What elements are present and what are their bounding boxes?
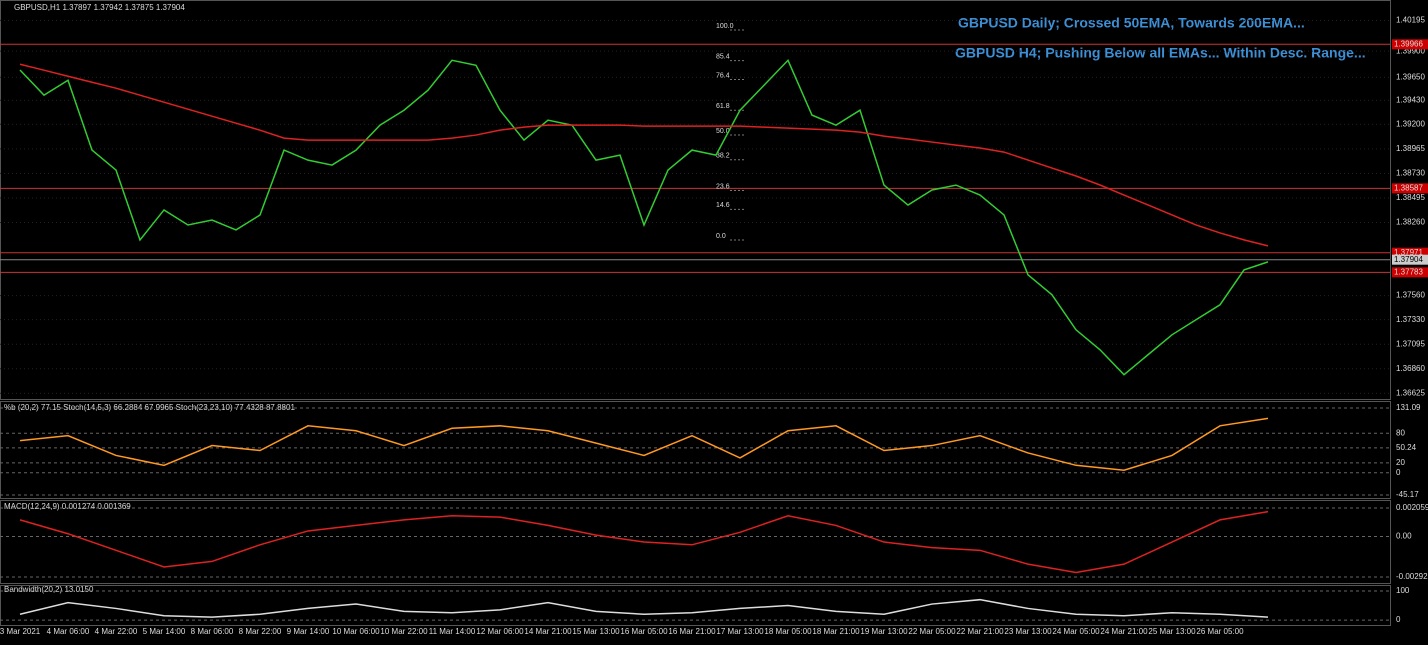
x-tick-label: 24 Mar 05:00 bbox=[1052, 627, 1100, 636]
y-tick-label: 1.37330 bbox=[1396, 315, 1425, 324]
x-tick-label: 15 Mar 13:00 bbox=[572, 627, 620, 636]
last-price-tag bbox=[1392, 254, 1428, 265]
stoch-panel bbox=[0, 401, 1391, 499]
x-tick-label: 4 Mar 06:00 bbox=[47, 627, 90, 636]
last-price-label: 1.37904 bbox=[1394, 255, 1423, 264]
x-tick-label: 26 Mar 05:00 bbox=[1196, 627, 1244, 636]
y-tick-label: 20 bbox=[1396, 458, 1405, 467]
level-label: 1.38587 bbox=[1394, 183, 1423, 192]
x-tick-label: 9 Mar 14:00 bbox=[287, 627, 330, 636]
x-tick-label: 3 Mar 2021 bbox=[0, 627, 41, 636]
y-tick-label: 1.39200 bbox=[1396, 119, 1425, 128]
y-tick-label: 1.38730 bbox=[1396, 169, 1425, 178]
macd-panel bbox=[0, 500, 1391, 584]
y-tick-label: 1.38965 bbox=[1396, 144, 1425, 153]
y-tick-label: 0.002059 bbox=[1396, 503, 1428, 512]
fib-label: 50.0 bbox=[716, 128, 730, 135]
y-tick-label: -45.17 bbox=[1396, 490, 1419, 499]
series-line bbox=[19, 417, 1269, 471]
y-tick-label: 1.36860 bbox=[1396, 364, 1425, 373]
x-tick-label: 25 Mar 13:00 bbox=[1148, 627, 1196, 636]
panel-title: MACD(12,24,9) 0.001274 0.001369 bbox=[4, 502, 131, 511]
x-tick-label: 14 Mar 21:00 bbox=[524, 627, 572, 636]
level-tag bbox=[1392, 267, 1428, 278]
y-tick-label: 1.38260 bbox=[1396, 218, 1425, 227]
y-tick-label: 131.09 bbox=[1396, 403, 1421, 412]
y-tick-label: 1.36625 bbox=[1396, 388, 1425, 397]
fib-label: 38.2 bbox=[716, 153, 730, 160]
chart-title: GBPUSD,H1 1.37897 1.37942 1.37875 1.3790… bbox=[14, 3, 185, 12]
fib-label: 0.0 bbox=[716, 233, 726, 240]
level-label: 1.37783 bbox=[1394, 267, 1423, 276]
x-tick-label: 5 Mar 14:00 bbox=[143, 627, 186, 636]
x-tick-label: 18 Mar 21:00 bbox=[812, 627, 860, 636]
main-panel bbox=[0, 0, 1391, 400]
level-tag bbox=[1392, 183, 1428, 194]
x-tick-label: 24 Mar 21:00 bbox=[1100, 627, 1148, 636]
x-tick-label: 22 Mar 21:00 bbox=[956, 627, 1004, 636]
x-tick-label: 12 Mar 06:00 bbox=[476, 627, 524, 636]
y-tick-label: -0.002929 bbox=[1396, 572, 1428, 581]
x-tick-label: 22 Mar 05:00 bbox=[908, 627, 956, 636]
y-tick-label: 0 bbox=[1396, 615, 1401, 624]
panel-title: %b (20,2) 77.15 Stoch(14,5,3) 66.2884 67… bbox=[4, 403, 295, 412]
fib-label: 100.0 bbox=[716, 23, 734, 30]
series-line bbox=[19, 63, 1269, 247]
fib-label: 85.4 bbox=[716, 54, 730, 61]
fib-label: 76.4 bbox=[716, 72, 730, 79]
y-tick-label: 1.39430 bbox=[1396, 95, 1425, 104]
x-tick-label: 11 Mar 14:00 bbox=[429, 627, 476, 636]
fib-label: 61.8 bbox=[716, 103, 730, 110]
y-tick-label: 80 bbox=[1396, 428, 1405, 437]
annotation: GBPUSD Daily; Crossed 50EMA, Towards 200… bbox=[958, 15, 1305, 31]
y-tick-label: 1.39650 bbox=[1396, 72, 1425, 81]
level-label: 1.39966 bbox=[1394, 39, 1423, 48]
x-tick-label: 4 Mar 22:00 bbox=[95, 627, 138, 636]
y-tick-label: 1.38495 bbox=[1396, 193, 1425, 202]
level-label: 1.37971 bbox=[1394, 248, 1423, 257]
annotation: GBPUSD H4; Pushing Below all EMAs... Wit… bbox=[955, 45, 1366, 61]
y-tick-label: 1.37560 bbox=[1396, 291, 1425, 300]
y-tick-label: 0.00 bbox=[1396, 532, 1412, 541]
x-tick-label: 18 Mar 05:00 bbox=[764, 627, 812, 636]
series-line bbox=[19, 510, 1269, 574]
y-tick-label: 50.24 bbox=[1396, 443, 1417, 452]
panel-title: Bandwidth(20,2) 13.0150 bbox=[4, 585, 94, 594]
x-tick-label: 23 Mar 13:00 bbox=[1004, 627, 1052, 636]
x-tick-label: 10 Mar 06:00 bbox=[332, 627, 380, 636]
x-tick-label: 19 Mar 13:00 bbox=[860, 627, 908, 636]
y-tick-label: 1.37095 bbox=[1396, 339, 1425, 348]
y-tick-label: 0 bbox=[1396, 468, 1401, 477]
series-line bbox=[19, 598, 1269, 618]
x-tick-label: 17 Mar 13:00 bbox=[716, 627, 764, 636]
x-tick-label: 8 Mar 06:00 bbox=[191, 627, 234, 636]
series-line bbox=[19, 58, 1269, 376]
fib-label: 23.6 bbox=[716, 183, 730, 190]
bandwidth-panel bbox=[0, 585, 1391, 626]
y-tick-label: 1.40195 bbox=[1396, 15, 1425, 24]
x-tick-label: 16 Mar 05:00 bbox=[620, 627, 668, 636]
fib-label: 14.6 bbox=[716, 202, 730, 209]
y-tick-label: 1.39900 bbox=[1396, 46, 1425, 55]
level-tag bbox=[1392, 247, 1428, 258]
x-tick-label: 8 Mar 22:00 bbox=[239, 627, 282, 636]
x-tick-label: 10 Mar 22:00 bbox=[380, 627, 428, 636]
level-tag bbox=[1392, 39, 1428, 50]
y-tick-label: 100 bbox=[1396, 586, 1410, 595]
x-tick-label: 16 Mar 21:00 bbox=[668, 627, 716, 636]
